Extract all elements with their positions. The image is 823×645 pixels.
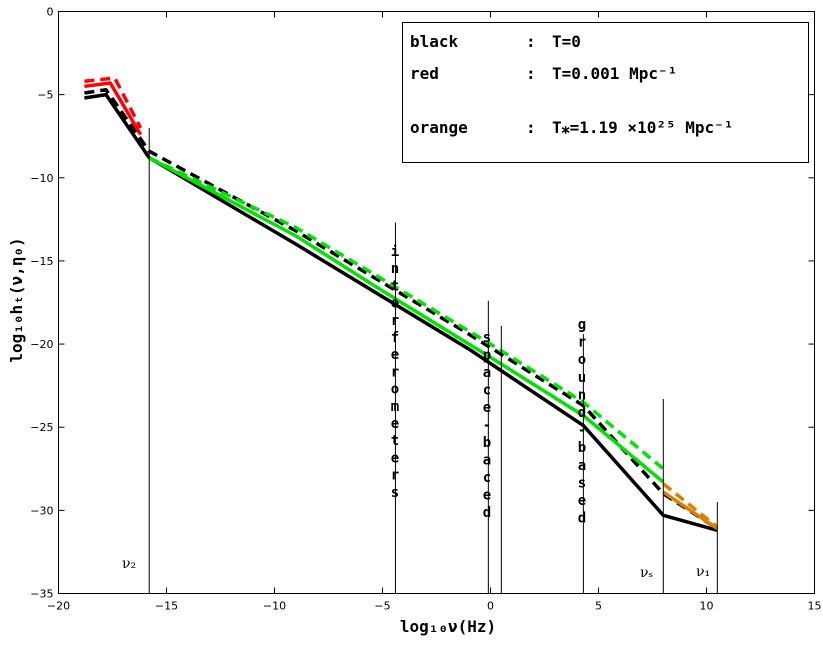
legend-label-red: T=0.001 Mpc⁻¹ — [552, 64, 677, 83]
legend-key-red: red — [410, 64, 439, 83]
region-lines — [148, 127, 718, 594]
x-axis-label: log₁₀ν(Hz) — [400, 617, 496, 636]
series-line-5 — [148, 156, 665, 471]
legend-box — [402, 22, 809, 163]
plot-lines — [84, 76, 719, 532]
ticks — [58, 11, 815, 594]
series-line-0 — [84, 92, 718, 532]
y-axis-label: log₁₀hₜ(ν,η₀) — [7, 237, 26, 362]
legend-sep-red: : — [526, 64, 536, 83]
annotation-space-based: s p a c e -b a c e d — [483, 330, 491, 521]
legend-label-orange: T⁎=1.19 ×10²⁵ Mpc⁻¹ — [552, 118, 733, 137]
annotation-ground-based: g r o u n d -b a s e d — [578, 317, 586, 527]
legend-key-orange: orange — [410, 118, 468, 137]
legend-sep-black: : — [526, 32, 536, 51]
x-tick-label-0: −20 — [47, 600, 70, 613]
y-tick-label-7: −35 — [30, 588, 53, 601]
marker-nus: νₛ — [640, 565, 654, 581]
y-tick-label-0: 0 — [47, 6, 54, 19]
x-tick-label-7: 15 — [808, 600, 822, 613]
plot-frame — [58, 11, 815, 594]
y-tick-label-3: −15 — [30, 255, 53, 268]
y-tick-label-6: −30 — [30, 504, 53, 517]
y-tick-label-5: −25 — [30, 421, 53, 434]
legend-key-black: black — [410, 32, 459, 51]
marker-nu2: ν₂ — [122, 556, 136, 572]
x-tick-label-3: −5 — [374, 600, 390, 613]
series-line-6 — [662, 490, 719, 531]
y-tick-label-4: −20 — [30, 338, 53, 351]
legend-label-black: T=0 — [552, 32, 581, 51]
legend: black : T=0 red : T=0.001 Mpc⁻¹ orange :… — [402, 22, 809, 163]
series-line-2 — [84, 81, 143, 136]
x-tick-label-5: 5 — [595, 600, 602, 613]
y-tick-label-2: −10 — [30, 172, 53, 185]
x-tick-labels: −20 −15 −10 −5 0 5 10 15 — [47, 600, 822, 613]
marker-nu1: ν₁ — [696, 564, 710, 580]
y-tick-labels: 0 −5 −10 −15 −20 −25 −30 −35 — [30, 6, 53, 601]
x-tick-label-1: −15 — [155, 600, 178, 613]
y-tick-label-1: −5 — [37, 89, 53, 102]
x-tick-label-6: 10 — [700, 600, 714, 613]
series-line-7 — [662, 482, 719, 529]
x-tick-label-2: −10 — [263, 600, 286, 613]
legend-sep-orange: : — [526, 118, 536, 137]
series-line-4 — [148, 156, 665, 484]
series-line-3 — [84, 76, 143, 129]
series-line-1 — [84, 87, 719, 531]
x-tick-label-4: 0 — [487, 600, 494, 613]
